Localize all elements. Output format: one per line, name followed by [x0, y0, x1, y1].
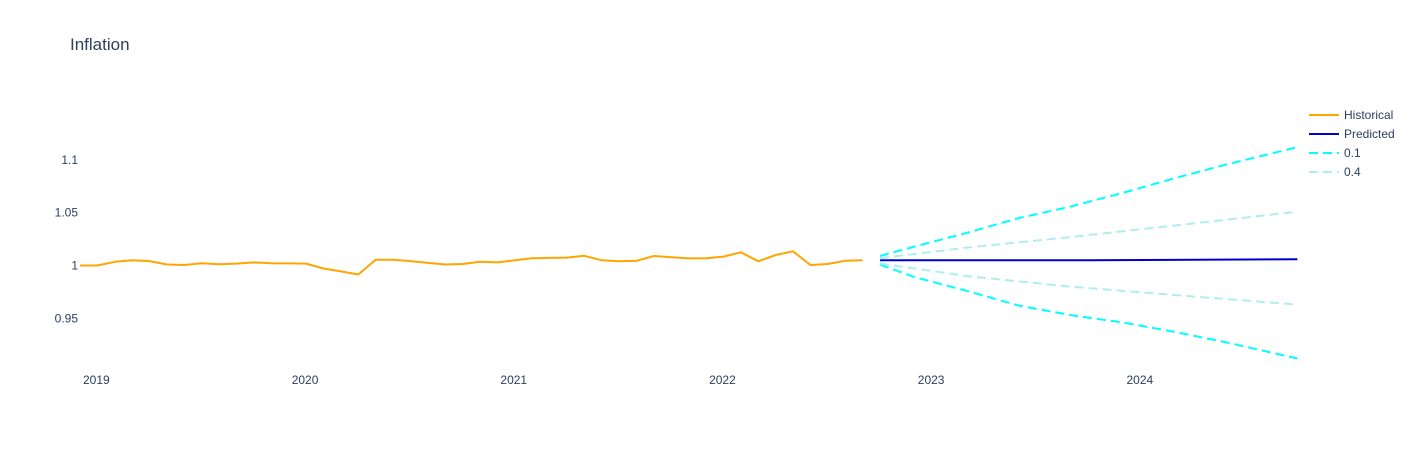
series-line-5 [879, 262, 1298, 306]
series-line-2 [879, 146, 1298, 257]
y-tick-label: 0.95 [55, 311, 79, 325]
y-tick-label: 1.1 [61, 153, 78, 167]
series-line-3 [879, 263, 1298, 360]
legend-label: Predicted [1344, 127, 1395, 141]
x-tick-label: 2024 [1126, 373, 1153, 387]
legend-label: 0.4 [1344, 165, 1361, 179]
chart-title: Inflation [70, 35, 130, 54]
x-axis: 2019 2020 2021 2022 2023 2024 [83, 373, 1153, 387]
x-tick-label: 2021 [500, 373, 527, 387]
y-tick-label: 1.05 [55, 206, 79, 220]
legend-label: Historical [1344, 108, 1393, 122]
series-line-0 [80, 250, 863, 276]
x-tick-label: 2023 [918, 373, 945, 387]
series-line-1 [880, 258, 1298, 262]
legend-label: 0.1 [1344, 146, 1361, 160]
legend: Historical Predicted 0.1 0.4 [1309, 108, 1395, 179]
x-tick-label: 2022 [709, 373, 736, 387]
y-tick-label: 1 [71, 259, 78, 273]
y-axis: 0.95 1 1.05 1.1 [55, 153, 79, 325]
x-tick-label: 2020 [292, 373, 319, 387]
series-line-4 [879, 210, 1298, 260]
x-tick-label: 2019 [83, 373, 110, 387]
plot-area [80, 146, 1298, 360]
